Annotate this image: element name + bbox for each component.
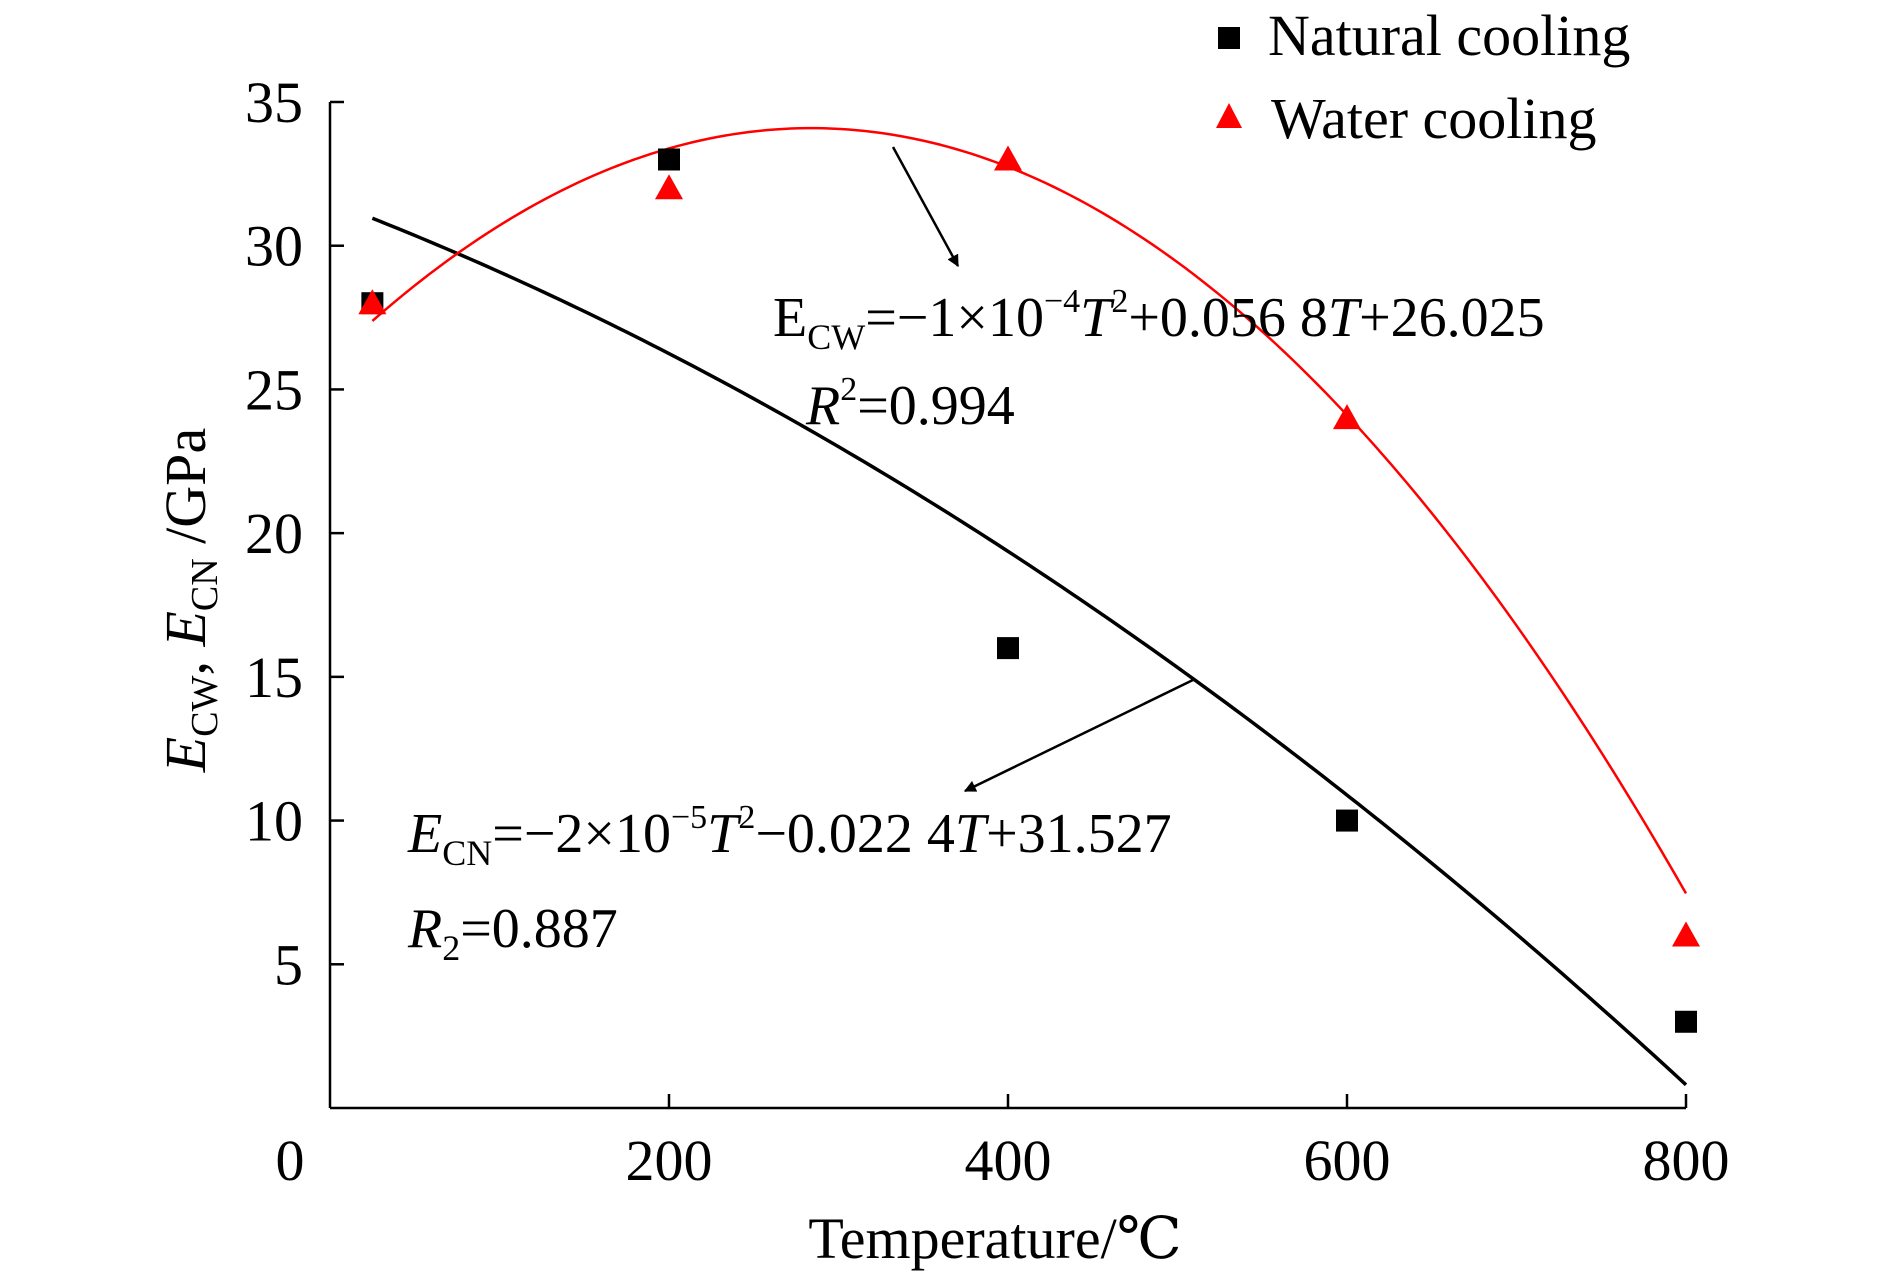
water-r2-var: R bbox=[805, 375, 840, 437]
y-label-unit: /GPa bbox=[153, 428, 218, 559]
x-tick-label: 400 bbox=[965, 1128, 1052, 1193]
x-tick-label: 200 bbox=[626, 1128, 713, 1193]
point-water-cooling bbox=[1672, 921, 1700, 947]
fit-curve-natural-cooling bbox=[371, 216, 1688, 1087]
y-tick-label: 10 bbox=[245, 789, 303, 854]
legend-label-water-cooling: Water cooling bbox=[1271, 86, 1597, 151]
x-tick-label: 0 bbox=[276, 1128, 305, 1193]
water-fit-equation: ECW=−1×10−4T2+0.056 8T+26.025 bbox=[773, 283, 1545, 357]
natural-eq-exp2: 2 bbox=[738, 799, 755, 836]
natural-eq-lhs-sub: CN bbox=[442, 833, 492, 873]
natural-eq-part1: =−2×10 bbox=[492, 803, 671, 865]
x-ticks: 0 200 400 600 800 bbox=[276, 1094, 1730, 1193]
y-tick-label: 20 bbox=[245, 501, 303, 566]
legend-label-natural-cooling: Natural cooling bbox=[1268, 3, 1630, 68]
x-axis-label: Temperature/℃ bbox=[808, 1206, 1181, 1271]
y-label-sub2: CN bbox=[184, 558, 226, 611]
natural-equation-arrow bbox=[963, 677, 1196, 793]
natural-r2-value: =0.887 bbox=[460, 898, 618, 960]
fit-lines bbox=[371, 126, 1688, 1087]
y-label-sub1: CW bbox=[184, 675, 226, 736]
natural-fit-equation: ECN=−2×10−5T2−0.022 4T+31.527 bbox=[407, 799, 1172, 873]
water-eq-lhs-sub: CW bbox=[807, 317, 865, 357]
water-eq-part3: +26.025 bbox=[1359, 287, 1545, 349]
water-equation-arrow bbox=[891, 146, 960, 268]
point-natural-cooling bbox=[1675, 1010, 1697, 1033]
point-water-cooling bbox=[655, 174, 683, 200]
water-r2-value: =0.994 bbox=[857, 375, 1015, 437]
legend-marker-natural-cooling bbox=[1218, 27, 1240, 49]
y-tick-label: 15 bbox=[245, 645, 303, 710]
y-tick-label: 30 bbox=[245, 214, 303, 279]
y-label-sep: , bbox=[153, 647, 218, 676]
y-tick-label: 5 bbox=[274, 932, 303, 997]
markers bbox=[358, 145, 1700, 1033]
point-natural-cooling bbox=[997, 637, 1019, 660]
natural-eq-lhs: E bbox=[407, 803, 442, 865]
natural-eq-var2: T bbox=[955, 803, 990, 865]
water-eq-exp2: 2 bbox=[1111, 283, 1128, 320]
natural-fit-r2: R2=0.887 bbox=[407, 898, 618, 968]
legend: Natural cooling Water cooling bbox=[1216, 3, 1630, 151]
water-eq-var1: T bbox=[1080, 287, 1115, 349]
water-eq-var2: T bbox=[1328, 287, 1363, 349]
natural-eq-part2: −0.022 4 bbox=[755, 803, 955, 865]
y-axis-label: ECW, ECN /GPa bbox=[153, 428, 226, 773]
natural-eq-exp1: −5 bbox=[671, 799, 707, 836]
y-label-var1: E bbox=[153, 737, 218, 773]
y-tick-label: 35 bbox=[245, 70, 303, 135]
point-natural-cooling bbox=[658, 148, 680, 171]
point-natural-cooling bbox=[1336, 809, 1358, 832]
natural-r2-var: R bbox=[407, 898, 442, 960]
point-water-cooling bbox=[358, 289, 387, 315]
y-tick-label: 25 bbox=[245, 357, 303, 422]
fit-curve-water-cooling bbox=[371, 126, 1688, 895]
water-r2-exp: 2 bbox=[840, 371, 857, 408]
natural-r2-sub: 2 bbox=[442, 928, 460, 968]
water-eq-exp1: −4 bbox=[1044, 283, 1080, 320]
natural-eq-part3: +31.527 bbox=[986, 803, 1172, 865]
water-eq-lhs: E bbox=[773, 287, 807, 349]
y-ticks: 5 10 15 20 25 30 35 bbox=[245, 70, 344, 997]
legend-marker-water-cooling bbox=[1216, 103, 1242, 128]
x-tick-label: 800 bbox=[1643, 1128, 1730, 1193]
y-label-var2: E bbox=[153, 611, 218, 647]
natural-eq-var1: T bbox=[707, 803, 742, 865]
water-fit-r2: R2=0.994 bbox=[805, 371, 1015, 437]
water-eq-part2: +0.056 8 bbox=[1128, 287, 1328, 349]
point-water-cooling bbox=[1333, 404, 1361, 430]
x-tick-label: 600 bbox=[1304, 1128, 1391, 1193]
point-water-cooling bbox=[994, 145, 1022, 171]
water-eq-part1: =−1×10 bbox=[865, 287, 1044, 349]
